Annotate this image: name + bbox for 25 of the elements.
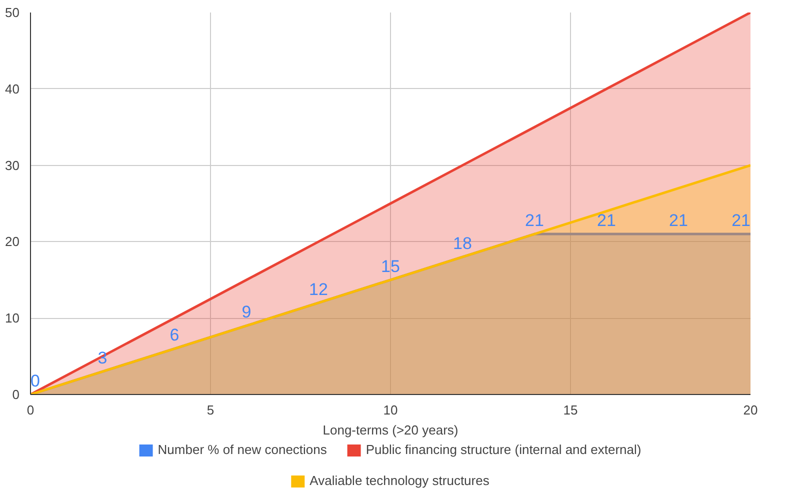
data-label: 21 xyxy=(669,211,688,230)
x-tick-label: 15 xyxy=(563,402,578,418)
data-label: 21 xyxy=(525,211,544,230)
x-tick-label: 5 xyxy=(206,402,214,418)
data-label: 21 xyxy=(597,211,616,230)
legend-label: Public financing structure (internal and external) xyxy=(366,442,642,457)
x-tick-label: 10 xyxy=(383,402,398,418)
y-tick-label: 20 xyxy=(5,234,20,250)
data-label: 18 xyxy=(453,234,472,253)
y-tick-label: 40 xyxy=(5,81,20,96)
legend-label: Number % of new conections xyxy=(158,442,327,457)
data-label: 0 xyxy=(30,372,40,390)
legend-label: Avaliable technology structures xyxy=(310,473,490,488)
y-tick-label: 0 xyxy=(12,387,20,402)
x-tick-label: 0 xyxy=(26,402,34,418)
data-label: 21 xyxy=(732,211,751,230)
x-axis-title: Long-terms (>20 years) xyxy=(322,422,458,438)
y-tick-label: 10 xyxy=(5,310,20,326)
x-tick-label: 20 xyxy=(743,402,758,418)
data-label: 12 xyxy=(309,280,328,299)
data-label: 15 xyxy=(381,256,400,276)
y-tick-label: 30 xyxy=(5,158,20,173)
data-label: 6 xyxy=(170,326,180,345)
data-label: 9 xyxy=(242,302,252,322)
y-tick-label: 50 xyxy=(5,5,20,20)
